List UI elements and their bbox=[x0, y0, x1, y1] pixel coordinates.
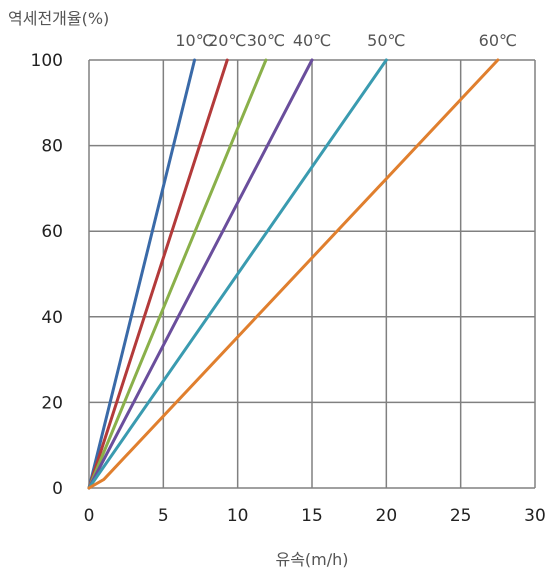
x-tick-label: 25 bbox=[450, 506, 472, 526]
series-line bbox=[87, 58, 268, 490]
series-label: 60℃ bbox=[479, 31, 517, 50]
y-tick-label: 100 bbox=[31, 51, 63, 71]
series-label: 50℃ bbox=[367, 31, 405, 50]
y-axis-title: 역세전개율(%) bbox=[8, 9, 109, 28]
x-axis-title: 유속(m/h) bbox=[275, 550, 348, 569]
y-tick-label: 0 bbox=[52, 479, 63, 499]
x-tick-label: 30 bbox=[524, 506, 546, 526]
series-line bbox=[87, 58, 229, 490]
series-label: 10℃ bbox=[175, 31, 213, 50]
x-tick-label: 15 bbox=[301, 506, 323, 526]
series-line bbox=[87, 58, 314, 490]
series-label: 20℃ bbox=[208, 31, 246, 50]
y-ticks: 0 20 40 60 80 100 bbox=[31, 51, 63, 499]
series-lines bbox=[87, 58, 500, 490]
series-line bbox=[87, 58, 197, 490]
x-tick-label: 10 bbox=[227, 506, 249, 526]
series-label: 40℃ bbox=[293, 31, 331, 50]
y-tick-label: 20 bbox=[41, 393, 63, 413]
x-tick-label: 20 bbox=[376, 506, 398, 526]
x-ticks: 0 5 10 15 20 25 30 bbox=[84, 506, 546, 526]
series-line bbox=[87, 58, 388, 490]
series-label: 30℃ bbox=[247, 31, 285, 50]
series-labels: 10℃20℃ 30℃ 40℃ 50℃ 60℃ bbox=[175, 31, 517, 50]
y-tick-label: 40 bbox=[41, 308, 63, 328]
x-tick-label: 5 bbox=[158, 506, 169, 526]
series-line bbox=[87, 58, 500, 490]
y-tick-label: 80 bbox=[41, 137, 63, 157]
y-tick-label: 60 bbox=[41, 222, 63, 242]
x-tick-label: 0 bbox=[84, 506, 95, 526]
